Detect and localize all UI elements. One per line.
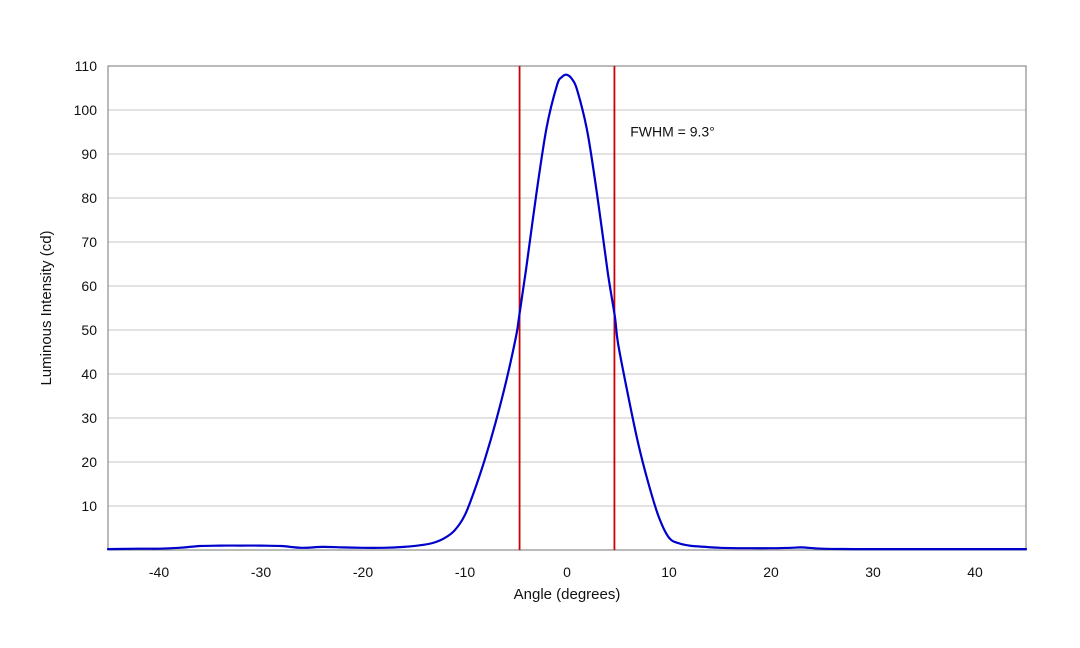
series-line-0 xyxy=(106,73,1028,551)
y-tick-label: 100 xyxy=(74,102,98,118)
x-axis-title: Angle (degrees) xyxy=(514,586,621,603)
x-tick-label: 10 xyxy=(661,564,677,580)
y-tick-label: 40 xyxy=(81,366,97,382)
y-tick-label: 80 xyxy=(81,190,97,206)
x-tick-label: 40 xyxy=(967,564,983,580)
y-tick-label: 110 xyxy=(75,58,98,74)
y-tick-label: 10 xyxy=(81,498,97,514)
y-tick-label: 60 xyxy=(81,278,97,294)
y-tick-label: 70 xyxy=(81,234,97,250)
x-tick-label: 0 xyxy=(563,564,571,580)
fwhm-lines xyxy=(518,66,616,550)
y-tick-label: 90 xyxy=(81,146,97,162)
series-layer xyxy=(106,73,1028,551)
x-tick-label: -20 xyxy=(353,564,373,580)
x-tick-label: -30 xyxy=(251,564,271,580)
y-tick-label: 20 xyxy=(81,454,97,470)
x-tick-label: 20 xyxy=(763,564,779,580)
x-tick-label: -40 xyxy=(149,564,169,580)
tick-labels: 10 20 30 40 50 60 70 80 90 100 110 -40 -30 -20 -10 0 10 2… xyxy=(74,58,983,580)
y-axis-title: Luminous Intensity (cd) xyxy=(38,230,55,385)
y-tick-label: 30 xyxy=(81,410,97,426)
x-tick-label: -10 xyxy=(455,564,475,580)
y-tick-label: 50 xyxy=(81,322,97,338)
plot-frame xyxy=(107,65,1027,551)
gridlines xyxy=(108,109,1026,507)
x-tick-label: 30 xyxy=(865,564,881,580)
fwhm-annotation: FWHM = 9.3° xyxy=(630,123,715,139)
annotations: FWHM = 9.3° xyxy=(630,123,715,139)
